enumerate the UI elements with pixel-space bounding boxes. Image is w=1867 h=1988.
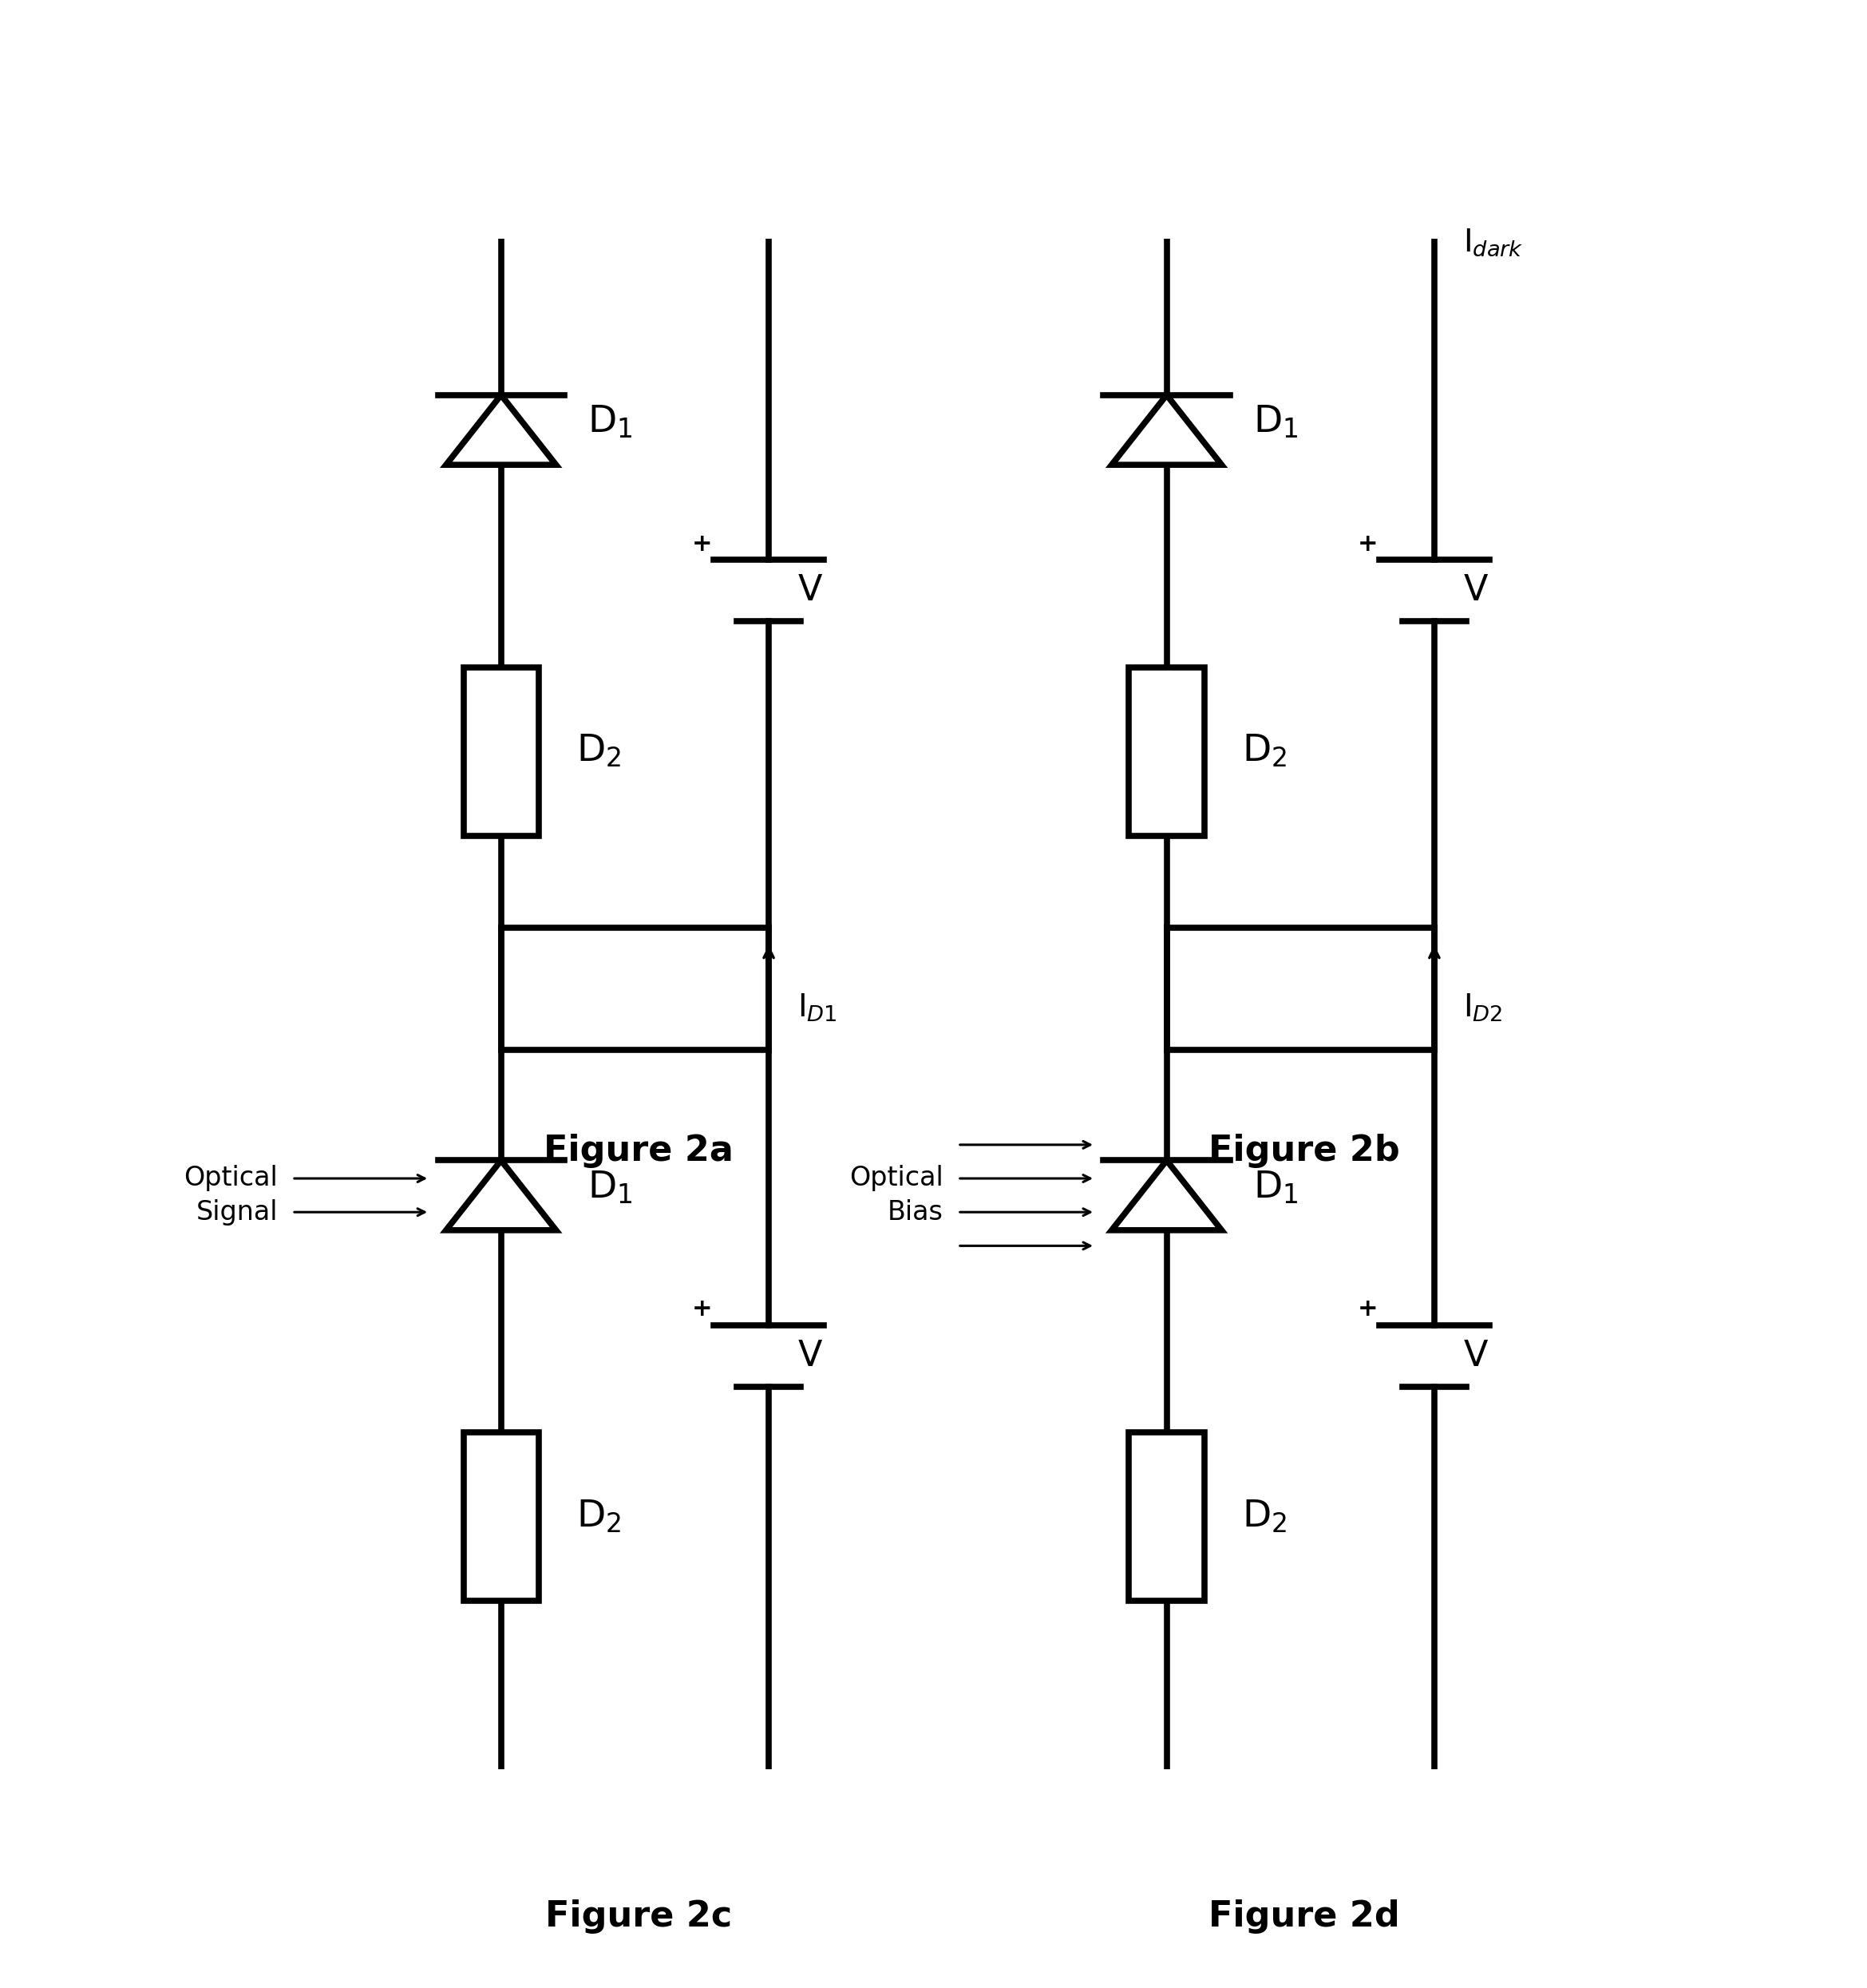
Text: D$_1$: D$_1$ <box>588 1169 633 1207</box>
Text: D$_2$: D$_2$ <box>577 734 622 769</box>
Text: I$_{dark}$: I$_{dark}$ <box>1464 227 1523 258</box>
Bar <box>1130 668 1204 835</box>
Text: Figure 2b: Figure 2b <box>1208 1133 1400 1169</box>
Text: +: + <box>693 533 713 555</box>
Text: Figure 2c: Figure 2c <box>545 1899 732 1934</box>
Text: V: V <box>1464 1338 1488 1374</box>
Text: V: V <box>797 573 821 608</box>
Text: D$_2$: D$_2$ <box>1242 734 1286 769</box>
Text: I$_{D2}$: I$_{D2}$ <box>1464 992 1503 1024</box>
Text: Optical
Signal: Optical Signal <box>183 1165 278 1227</box>
Text: D$_2$: D$_2$ <box>1242 1499 1286 1535</box>
Text: D$_1$: D$_1$ <box>1253 404 1299 441</box>
Text: D$_1$: D$_1$ <box>588 404 633 441</box>
Text: Figure 2a: Figure 2a <box>543 1133 734 1169</box>
Text: Optical
Bias: Optical Bias <box>849 1165 943 1227</box>
Polygon shape <box>446 396 556 465</box>
Text: +: + <box>693 1298 713 1320</box>
Bar <box>1130 1433 1204 1600</box>
Text: +: + <box>1357 1298 1378 1320</box>
Text: I$_{D1}$: I$_{D1}$ <box>797 992 836 1024</box>
Text: +: + <box>1357 533 1378 555</box>
Text: V: V <box>797 1338 821 1374</box>
Text: Figure 2d: Figure 2d <box>1208 1899 1400 1934</box>
Text: D$_1$: D$_1$ <box>1253 1169 1299 1207</box>
Polygon shape <box>1111 1161 1221 1231</box>
Bar <box>463 668 540 835</box>
Polygon shape <box>446 1161 556 1231</box>
Polygon shape <box>1111 396 1221 465</box>
Bar <box>463 1433 540 1600</box>
Text: D$_2$: D$_2$ <box>577 1499 622 1535</box>
Text: V: V <box>1464 573 1488 608</box>
